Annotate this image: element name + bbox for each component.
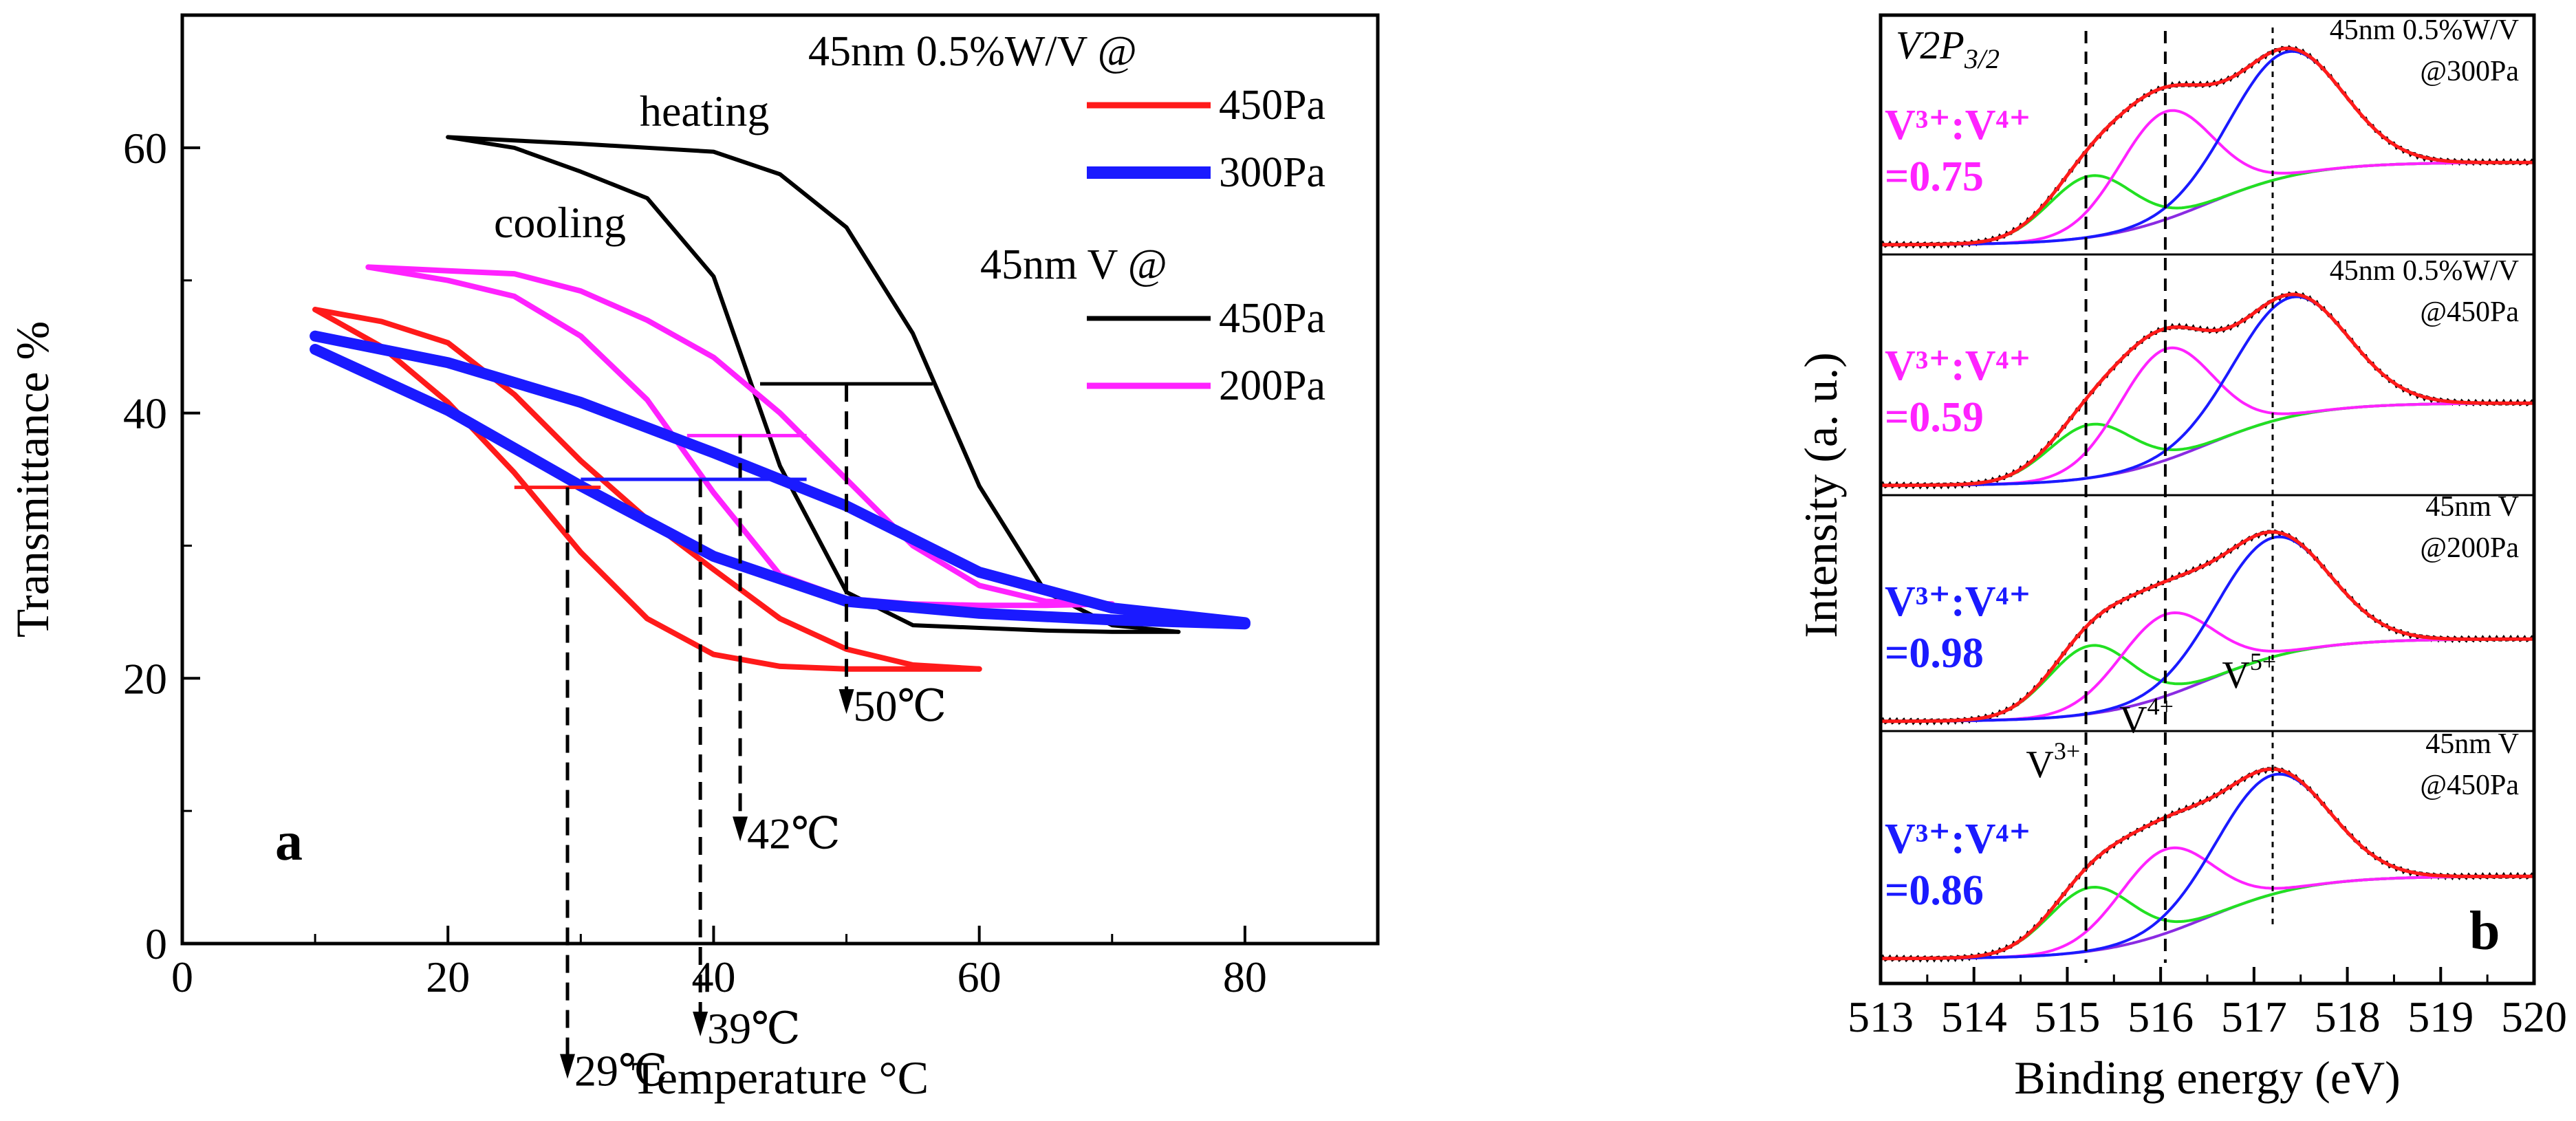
- b-x-tick-label-1: 514: [1941, 992, 2007, 1041]
- v2p-title: V2P3/2: [1896, 23, 2000, 74]
- spectrum-2-sample-label: 45nm V: [2425, 491, 2519, 523]
- spectrum-0-envelope: [1881, 46, 2534, 247]
- series-1-heating-line: [365, 264, 1115, 607]
- panel-a-chart: 50℃ 42℃ 39℃ 29℃ 0 20 40 60 80 0 20 40 60 Temperatur…: [6, 13, 1380, 1104]
- spectrum-3-v5-component: [1881, 772, 2534, 960]
- a-x-tick-label-3: 60: [957, 953, 1002, 1001]
- panel-b-chart: 513 514 515 516 517 518 519 520 Binding energy …: [1795, 13, 2567, 1104]
- series-1-cooling-line: [365, 264, 1115, 609]
- panel-a-marks: 50℃ 42℃ 39℃ 29℃: [310, 135, 1251, 1096]
- series-2-cooling-line: [312, 307, 982, 672]
- panel-a-x-axis-label: Temperature °C: [631, 1052, 929, 1104]
- a-x-tick-label-1: 20: [426, 953, 470, 1001]
- a-x-tick-label-0: 0: [171, 953, 193, 1001]
- b-x-tick-label-2: 515: [2034, 992, 2100, 1041]
- series-0-cooling-line: [446, 135, 1181, 634]
- a-y-tick-label-1: 20: [123, 654, 167, 703]
- panel-a-legend: 45nm 0.5%W/V @ 450Pa 300Pa 45nm V @ 450Pa 200…: [808, 28, 1325, 409]
- spectrum-1-ratio-value: =0.59: [1885, 394, 1984, 441]
- panel-b-ticks: 513 514 515 516 517 518 519 520: [1848, 967, 2567, 1041]
- transition-arrowhead-0: [838, 689, 854, 715]
- a-x-tick-label-2: 40: [691, 953, 735, 1001]
- a-y-tick-label-3: 60: [123, 124, 167, 173]
- panel-a-frame: [180, 13, 1380, 946]
- a-x-tick-label-4: 80: [1223, 953, 1267, 1001]
- peak-label-2: V5+: [2222, 648, 2276, 697]
- panel-a-letter: a: [275, 812, 303, 872]
- spectrum-3-pressure-label: @450Pa: [2420, 770, 2519, 801]
- spectrum-3-envelope: [1881, 767, 2534, 961]
- spectrum-2-envelope: [1881, 530, 2534, 723]
- legend-label-1-1: 200Pa: [1219, 362, 1325, 409]
- transition-arrowhead-2: [693, 1012, 708, 1036]
- peak-label-1: V4+: [2119, 693, 2174, 741]
- spectrum-0-sample-label: 45nm 0.5%W/V: [2330, 14, 2519, 46]
- transition-temp-label-2: 39℃: [707, 1004, 801, 1053]
- v2p-title-main: V2P: [1896, 23, 1965, 67]
- spectrum-2-pressure-label: @200Pa: [2420, 532, 2519, 564]
- b-x-tick-label-6: 519: [2407, 992, 2474, 1041]
- b-x-tick-label-5: 518: [2315, 992, 2381, 1041]
- v2p-title-sub: 3/2: [1964, 43, 2000, 74]
- b-x-tick-label-3: 516: [2128, 992, 2194, 1041]
- series-3-cooling-line: [310, 344, 1251, 630]
- panel-a-ticks: 0 20 40 60 80 0 20 40 60: [123, 124, 1267, 1001]
- spectrum-0-pressure-label: @300Pa: [2420, 56, 2519, 87]
- transition-arrowhead-3: [560, 1054, 576, 1079]
- legend-label-0-1: 300Pa: [1219, 149, 1325, 196]
- spectrum-0-ratio-value: =0.75: [1885, 153, 1984, 200]
- b-x-tick-label-7: 520: [2501, 992, 2567, 1041]
- spectrum-2-ratio-value: =0.98: [1885, 630, 1984, 677]
- spectrum-2-ratio-label: V³⁺:V⁴⁺: [1885, 578, 2031, 625]
- transition-temp-label-1: 42℃: [747, 809, 841, 858]
- panel-b-letter: b: [2469, 901, 2500, 961]
- legend-group-title-0: 45nm 0.5%W/V @: [808, 28, 1137, 75]
- spectrum-3-ratio-value: =0.86: [1885, 867, 1984, 914]
- spectrum-1-ratio-label: V³⁺:V⁴⁺: [1885, 342, 2031, 389]
- a-y-tick-label-0: 0: [145, 919, 167, 968]
- series-0-heating-line: [446, 135, 1181, 634]
- legend-label-0-0: 450Pa: [1219, 82, 1325, 129]
- panel-b-y-axis-label: Intensity (a. u.): [1795, 352, 1847, 638]
- panel-b-x-axis-label: Binding energy (eV): [2014, 1052, 2401, 1104]
- peak-label-0: V3+: [2026, 737, 2080, 786]
- spectrum-1-envelope: [1881, 292, 2534, 488]
- b-x-tick-label-0: 513: [1848, 992, 1914, 1041]
- panel-a-y-axis-label: Transmittance %: [6, 321, 58, 638]
- transition-temp-label-3: 29℃: [574, 1047, 668, 1096]
- legend-group-title-1: 45nm V @: [980, 241, 1167, 288]
- transition-arrowhead-1: [733, 816, 748, 842]
- spectrum-1-sample-label: 45nm 0.5%W/V: [2330, 255, 2519, 287]
- spectrum-3-ratio-label: V³⁺:V⁴⁺: [1885, 816, 2031, 862]
- spectrum-1-pressure-label: @450Pa: [2420, 296, 2519, 328]
- spectrum-0-ratio-label: V³⁺:V⁴⁺: [1885, 102, 2031, 149]
- b-x-tick-label-4: 517: [2221, 992, 2287, 1041]
- spectrum-3-sample-label: 45nm V: [2425, 728, 2519, 760]
- cooling-annotation: cooling: [494, 198, 626, 247]
- heating-annotation: heating: [640, 87, 769, 135]
- a-y-tick-label-2: 40: [123, 389, 167, 438]
- panel-b-marks: [1879, 28, 2535, 963]
- legend-label-1-0: 450Pa: [1219, 295, 1325, 342]
- transition-temp-label-0: 50℃: [854, 682, 947, 730]
